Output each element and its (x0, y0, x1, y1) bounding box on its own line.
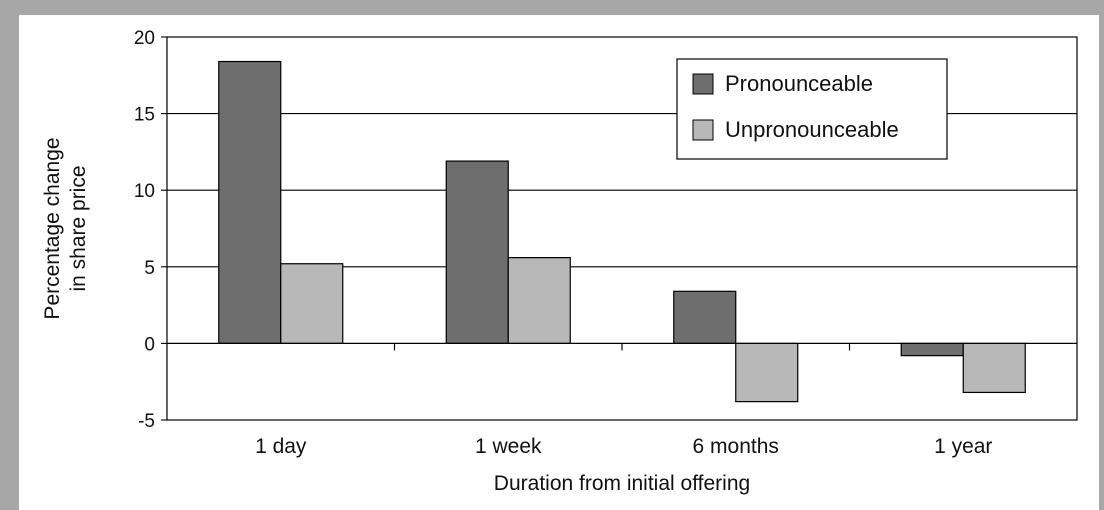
bar-pronounceable-1-week (445, 160, 509, 344)
y-tick-label: 10 (134, 181, 155, 202)
y-tick-labels: -5 0 5 10 15 20 (134, 28, 155, 432)
category-label-1-day: 1 day (255, 435, 307, 458)
legend-swatch-unpronounceable (692, 119, 714, 141)
bar-pronounceable-6-months (673, 290, 737, 345)
legend-label-pronounceable: Pronounceable (725, 71, 873, 96)
y-tick-label: 15 (134, 105, 155, 126)
category-label-1-year: 1 year (934, 435, 992, 458)
bar-pronounceable-1-year (900, 342, 964, 357)
legend-box (676, 58, 948, 160)
axes (161, 36, 1078, 421)
legend: Pronounceable Unpronounceable (676, 58, 948, 160)
legend-swatch-pronounceable (692, 73, 714, 95)
y-axis-title: Percentage change in share price (41, 137, 90, 319)
legend-label-unpronounceable: Unpronounceable (725, 117, 899, 142)
bars (218, 60, 1026, 403)
bar-unpronounceable-1-year (962, 342, 1026, 394)
y-axis-title-line-2: in share price (67, 165, 90, 291)
y-tick-label: 20 (134, 28, 155, 49)
chart-panel: -5 0 5 10 15 20 1 day 1 week 6 months 1 year Dur… (19, 15, 1099, 510)
y-tick-label: 0 (144, 334, 155, 355)
category-label-6-months: 6 months (693, 435, 779, 458)
bar-pronounceable-1-day (218, 60, 282, 345)
category-label-1-week: 1 week (475, 435, 542, 458)
bar-chart: -5 0 5 10 15 20 1 day 1 week 6 months 1 year Dur… (41, 28, 1078, 495)
bar-unpronounceable-1-week (507, 257, 571, 345)
category-labels: 1 day 1 week 6 months 1 year (255, 435, 992, 458)
bar-unpronounceable-6-months (735, 342, 799, 403)
y-tick-label: -5 (138, 411, 155, 432)
plot-border (166, 36, 1078, 421)
x-axis-title: Duration from initial offering (494, 472, 750, 495)
y-axis-title-line-1: Percentage change (41, 137, 64, 319)
bar-unpronounceable-1-day (280, 263, 344, 344)
y-tick-label: 5 (144, 258, 155, 279)
